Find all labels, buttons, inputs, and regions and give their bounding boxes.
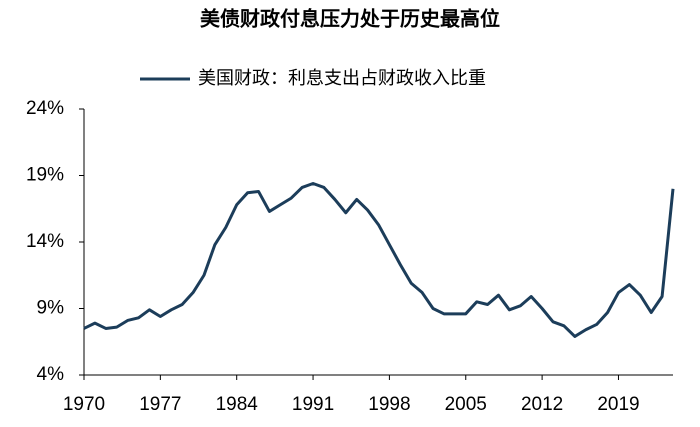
x-tick-label: 1977 (139, 394, 181, 415)
x-tick-label: 1970 (63, 394, 105, 415)
legend-label: 美国财政：利息支出占财政收入比重 (198, 68, 486, 88)
chart-title: 美债财政付息压力处于历史最高位 (200, 6, 500, 30)
x-tick-label: 2012 (521, 394, 563, 415)
y-tick-label: 14% (26, 231, 64, 252)
x-tick-label: 2005 (445, 394, 487, 415)
y-tick-label: 9% (37, 298, 65, 319)
x-tick-label: 1991 (292, 394, 334, 415)
x-tick-label: 1984 (216, 394, 259, 415)
x-tick-label: 2019 (597, 394, 639, 415)
line-series (83, 181, 675, 338)
y-tick-label: 19% (26, 165, 64, 186)
x-tick-label: 1998 (368, 394, 410, 415)
y-tick-label: 4% (37, 364, 65, 385)
y-tick-label: 24% (26, 98, 64, 119)
